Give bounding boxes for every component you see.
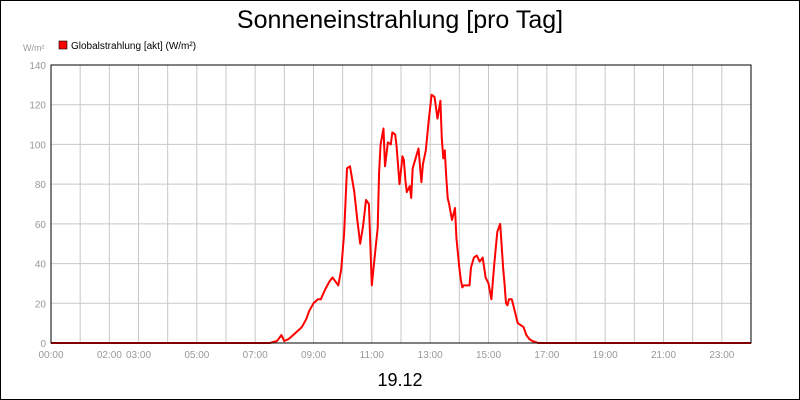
grid-lines (51, 65, 751, 343)
axis-ticks: 0 20 40 60 80 100 120 140 00:00 02:00 03:00 05:00 07… (29, 61, 734, 361)
y-tick-label: 120 (29, 101, 46, 112)
y-tick-label: 100 (29, 140, 46, 151)
x-tick-label: 09:00 (301, 350, 326, 361)
y-tick-label: 140 (29, 61, 46, 72)
chart-title: Sonneneinstrahlung [pro Tag] (237, 6, 563, 34)
x-tick-label: 00:00 (38, 350, 63, 361)
y-tick-label: 20 (35, 299, 47, 310)
x-tick-label: 23:00 (709, 350, 734, 361)
x-tick-label: 05:00 (184, 350, 209, 361)
y-tick-label: 80 (35, 180, 47, 191)
x-tick-label: 11:00 (360, 350, 385, 361)
y-tick-label: 0 (40, 339, 46, 350)
x-tick-label: 07:00 (243, 350, 268, 361)
series-line-globalstrahlung (51, 93, 751, 344)
x-tick-label: 02:00 (97, 350, 122, 361)
x-tick-label: 15:00 (476, 350, 501, 361)
plot-area-border (50, 64, 752, 344)
date-label: 19.12 (377, 370, 422, 390)
y-axis-unit-label: W/m² (23, 43, 45, 53)
x-tick-label: 13:00 (418, 350, 443, 361)
x-tick-label: 21:00 (651, 350, 676, 361)
x-tick-label: 03:00 (126, 350, 151, 361)
x-tick-label: 19:00 (593, 350, 618, 361)
legend-swatch (58, 40, 68, 50)
y-tick-label: 60 (35, 220, 47, 231)
x-tick-label: 17:00 (534, 350, 559, 361)
legend-label: Globalstrahlung [akt] (W/m²) (71, 41, 196, 52)
y-tick-label: 40 (35, 260, 47, 271)
